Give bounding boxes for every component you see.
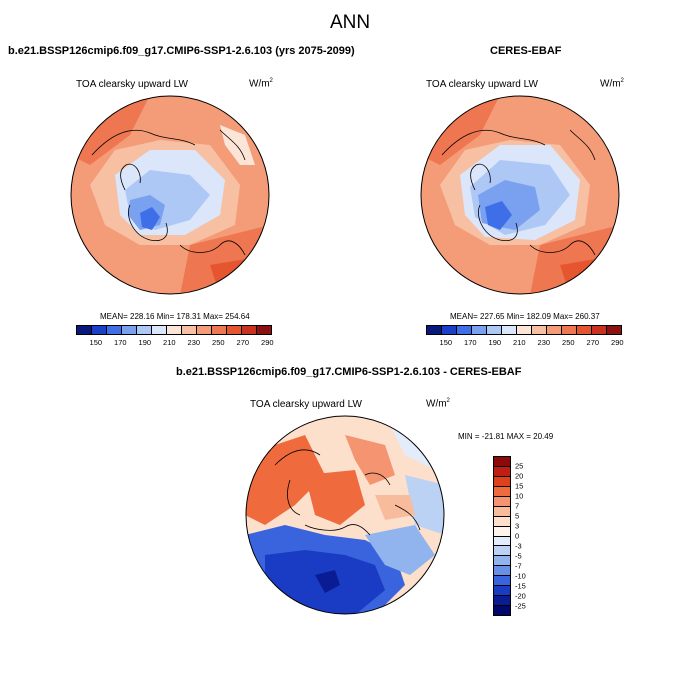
- colorbar-swatch: [494, 506, 510, 517]
- colorbar-swatch: [457, 326, 472, 334]
- colorbar-swatch: [607, 326, 621, 334]
- colorbar-tick-label: 0: [515, 531, 520, 541]
- panel-2-units: W/m2: [600, 78, 624, 90]
- colorbar-tick-label: 270: [236, 338, 250, 347]
- panel-2-polar-map: [420, 95, 620, 295]
- colorbar-swatch: [592, 326, 607, 334]
- panel-1-variable-label: TOA clearsky upward LW: [76, 79, 188, 90]
- colorbar-tick-label: 7: [515, 501, 520, 511]
- colorbar-swatch: [517, 326, 532, 334]
- panel-2-colorbar: [426, 325, 622, 335]
- colorbar-swatch: [257, 326, 271, 334]
- colorbar-swatch: [494, 576, 510, 587]
- colorbar-tick-label: 250: [562, 338, 575, 347]
- colorbar-swatch: [577, 326, 592, 334]
- colorbar-tick-label: 10: [515, 491, 524, 501]
- colorbar-swatch: [494, 476, 510, 487]
- panel-1-units: W/m2: [249, 78, 273, 90]
- panel-3-coastline: [274, 449, 421, 536]
- colorbar-swatch: [532, 326, 547, 334]
- colorbar-tick-label: -7: [515, 561, 522, 571]
- colorbar-swatch: [427, 326, 442, 334]
- colorbar-tick-label: 290: [611, 338, 624, 347]
- colorbar-tick-label: 210: [513, 338, 526, 347]
- colorbar-tick-label: 190: [488, 338, 502, 347]
- colorbar-swatch: [242, 326, 257, 334]
- colorbar-tick-label: 3: [515, 521, 520, 531]
- panel-3-variable-label: TOA clearsky upward LW: [250, 399, 362, 410]
- colorbar-tick-label: 230: [537, 338, 551, 347]
- panel-1-stats: MEAN= 228.16 Min= 178.31 Max= 254.64: [100, 312, 250, 321]
- colorbar-swatch: [494, 586, 510, 597]
- colorbar-swatch: [494, 516, 510, 527]
- colorbar-swatch: [472, 326, 487, 334]
- colorbar-swatch: [152, 326, 167, 334]
- colorbar-swatch: [494, 566, 510, 577]
- colorbar-tick-label: 5: [515, 511, 520, 521]
- colorbar-tick-label: 230: [187, 338, 201, 347]
- colorbar-swatch: [92, 326, 107, 334]
- colorbar-tick-label: -5: [515, 551, 522, 561]
- colorbar-swatch: [562, 326, 577, 334]
- panel-3-polar-map: [245, 415, 445, 615]
- panel-1-polar-map: [70, 95, 270, 295]
- colorbar-swatch: [197, 326, 212, 334]
- panel-2-variable-label: TOA clearsky upward LW: [426, 79, 538, 90]
- colorbar-swatch: [107, 326, 122, 334]
- panel-3-stats: MIN = -21.81 MAX = 20.49: [458, 432, 554, 441]
- colorbar-swatch: [487, 326, 502, 334]
- panel-1-title: b.e21.BSSP126cmip6.f09_g17.CMIP6-SSP1-2.…: [8, 45, 355, 57]
- colorbar-tick-label: 250: [212, 338, 225, 347]
- colorbar-swatch: [547, 326, 562, 334]
- colorbar-tick-label: 270: [586, 338, 600, 347]
- colorbar-tick-label: -15: [515, 581, 526, 591]
- panel-2-stats: MEAN= 227.65 Min= 182.09 Max= 260.37: [450, 312, 600, 321]
- colorbar-swatch: [212, 326, 227, 334]
- colorbar-tick-label: 170: [114, 338, 127, 347]
- colorbar-swatch: [494, 496, 510, 507]
- colorbar-swatch: [227, 326, 242, 334]
- colorbar-tick-label: 170: [464, 338, 477, 347]
- panel-1-coastline: [91, 129, 246, 256]
- colorbar-tick-label: -3: [515, 541, 522, 551]
- colorbar-tick-label: -25: [515, 601, 526, 611]
- colorbar-tick-label: 25: [515, 461, 524, 471]
- colorbar-tick-label: 210: [163, 338, 176, 347]
- panel-1-colorbar: [76, 325, 272, 335]
- colorbar-tick-label: -20: [515, 591, 526, 601]
- colorbar-tick-label: -10: [515, 571, 526, 581]
- panel-3-colorbar-ticks: 25 20 15 10 7 5 3 0 -3 -5 -7 -10 -15 -20 -25: [515, 456, 545, 616]
- panel-3-colorbar: [493, 456, 511, 616]
- panel-2-title: CERES-EBAF: [490, 45, 562, 57]
- colorbar-swatch: [494, 596, 510, 607]
- colorbar-swatch: [137, 326, 152, 334]
- panel-3-title: b.e21.BSSP126cmip6.f09_g17.CMIP6-SSP1-2.…: [176, 366, 522, 378]
- colorbar-swatch: [494, 546, 510, 557]
- colorbar-tick-label: 15: [515, 481, 524, 491]
- colorbar-swatch: [494, 556, 510, 567]
- colorbar-tick-label: 150: [89, 338, 103, 347]
- panel-1-colorbar-ticks: 150 170 190 210 230 250 270 290: [76, 338, 274, 348]
- figure-title: ANN: [329, 12, 371, 33]
- colorbar-swatch: [494, 606, 510, 615]
- panel-2-coastline: [441, 129, 596, 256]
- colorbar-swatch: [494, 536, 510, 547]
- colorbar-tick-label: 290: [261, 338, 274, 347]
- colorbar-tick-label: 190: [138, 338, 152, 347]
- panel-2-colorbar-ticks: 150 170 190 210 230 250 270 290: [426, 338, 624, 348]
- colorbar-tick-label: 150: [439, 338, 453, 347]
- colorbar-swatch: [122, 326, 137, 334]
- panel-3-units: W/m2: [426, 398, 450, 410]
- colorbar-swatch: [494, 466, 510, 477]
- colorbar-tick-label: 20: [515, 471, 524, 481]
- colorbar-swatch: [77, 326, 92, 334]
- colorbar-swatch: [167, 326, 182, 334]
- colorbar-swatch: [494, 486, 510, 497]
- colorbar-swatch: [494, 457, 510, 467]
- colorbar-swatch: [442, 326, 457, 334]
- colorbar-swatch: [182, 326, 197, 334]
- colorbar-swatch: [494, 526, 510, 537]
- colorbar-swatch: [502, 326, 517, 334]
